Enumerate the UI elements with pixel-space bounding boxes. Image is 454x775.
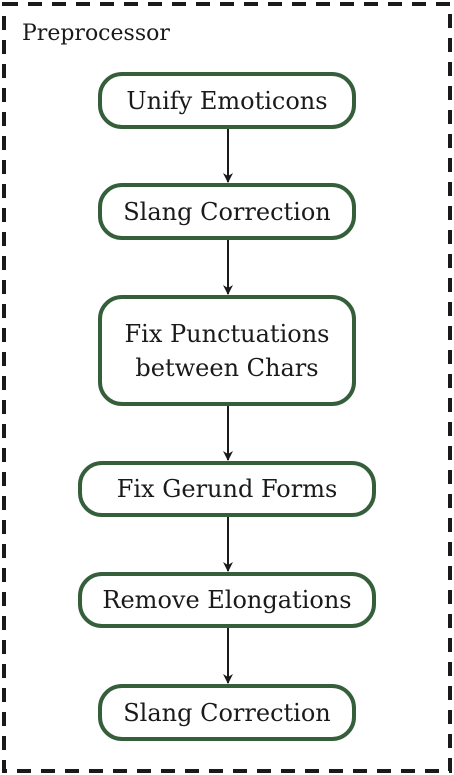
node-label: Slang Correction: [123, 698, 331, 727]
node-fix-gerund-forms: Fix Gerund Forms: [78, 461, 376, 517]
node-unify-emoticons: Unify Emoticons: [98, 72, 356, 129]
node-slang-correction-2: Slang Correction: [98, 684, 356, 741]
node-remove-elongations: Remove Elongations: [78, 572, 376, 628]
node-label-line-1: Fix Punctuations: [124, 319, 330, 348]
node-fix-punctuations: Fix Punctuations between Chars: [98, 295, 356, 406]
node-label: Slang Correction: [123, 197, 331, 226]
node-label: Unify Emoticons: [126, 86, 328, 115]
diagram-title: Preprocessor: [22, 21, 170, 46]
node-label: Remove Elongations: [102, 586, 352, 614]
node-slang-correction-1: Slang Correction: [98, 183, 356, 240]
node-label: Fix Gerund Forms: [116, 475, 338, 503]
node-label-line-2: between Chars: [135, 353, 319, 382]
